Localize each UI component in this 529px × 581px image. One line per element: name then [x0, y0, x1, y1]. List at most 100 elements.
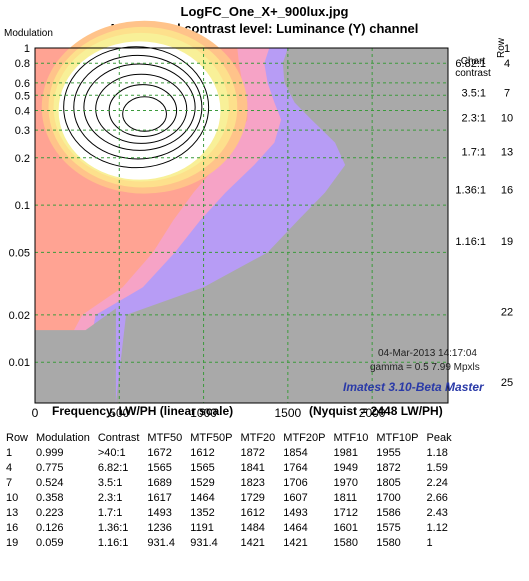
column-header: Row — [6, 431, 29, 444]
table-cell: 1 — [6, 446, 13, 459]
column-header: Modulation — [36, 431, 90, 444]
y-tick-label: 0.8 — [15, 58, 30, 70]
table-cell: 1612 — [240, 506, 265, 519]
table-cell: 1764 — [283, 461, 308, 474]
table-cell: 1236 — [147, 521, 172, 534]
row-tick-label: 4 — [504, 58, 510, 70]
column-header: Peak — [426, 431, 452, 444]
table-cell: 1586 — [376, 506, 401, 519]
contour-line — [122, 96, 167, 132]
table-cell: 1601 — [333, 521, 358, 534]
table-cell: 931.4 — [147, 536, 175, 549]
row-tick-label: 25 — [501, 377, 513, 389]
table-cell: 1575 — [376, 521, 401, 534]
row-tick-label: 13 — [501, 146, 513, 158]
column-header: MTF10P — [376, 431, 419, 444]
table-cell: 1700 — [376, 491, 401, 504]
table-cell: 1352 — [190, 506, 215, 519]
x-tick-label: 1000 — [190, 406, 217, 420]
y-tick-label: 0.3 — [15, 125, 30, 137]
table-cell: 1872 — [240, 446, 265, 459]
contour-line — [83, 63, 196, 151]
y-axis-label: Modulation — [4, 28, 53, 39]
table-cell: 1811 — [333, 491, 358, 504]
table-row: 10 0.358 2.3:1 1617 1464 1729 1607 1811 1700 2.66 — [2, 490, 456, 505]
y-tick-label: 0.6 — [15, 78, 30, 90]
nyquist-label: (Nyquist = 2448 LW/PH) — [309, 404, 443, 418]
table-cell: 1580 — [376, 536, 401, 549]
y-tick-label: 0.05 — [9, 247, 30, 259]
table-cell: 1805 — [376, 476, 401, 489]
contrast-tick-label: 2.3:1 — [462, 113, 486, 125]
x-tick-label: 500 — [109, 406, 129, 420]
column-header: Contrast — [97, 431, 140, 444]
table-cell: 1.12 — [426, 521, 448, 534]
table-cell: 19 — [6, 536, 19, 549]
contrast-tick-label: 3.5:1 — [462, 88, 486, 100]
contrast-tick-label: 6.82:1 — [455, 58, 486, 70]
chart-contrast-label: Chart contrast — [455, 56, 491, 79]
table-cell: 1493 — [283, 506, 308, 519]
table-cell: 2.24 — [426, 476, 448, 489]
table-cell: 1 — [426, 536, 433, 549]
table-row: 19 0.059 1.16:1 931.4 931.4 1421 1421 1580 1580 1 — [2, 535, 456, 550]
table-cell: 0.358 — [36, 491, 64, 504]
y-tick-label: 0.01 — [9, 357, 30, 369]
table-cell: 1841 — [240, 461, 265, 474]
contour-plot: 0 500 1000 1500 2000 1 0.8 0.60.5 0.4 0.3 0.2 0.1 0.… — [9, 20, 513, 420]
table-row: 4 0.775 6.82:1 1565 1565 1841 1764 1949 1872 1.59 — [2, 460, 456, 475]
table-cell: 1872 — [376, 461, 401, 474]
contrast-tick-label: 1.16:1 — [455, 236, 486, 248]
table-cell: 1.59 — [426, 461, 448, 474]
table-cell: 10 — [6, 491, 19, 504]
y-tick-label: 1 — [24, 43, 30, 55]
row-tick-label: 19 — [501, 236, 513, 248]
row-tick-label: 16 — [501, 184, 513, 196]
table-cell: 7 — [6, 476, 13, 489]
table-cell: >40:1 — [97, 446, 126, 459]
x-axis-label: Frequency, LW/PH (linear scale) — [52, 404, 234, 418]
table-row: 1 0.999 >40:1 1672 1612 1872 1854 1981 1955 1.18 — [2, 445, 456, 460]
table-cell: 1970 — [333, 476, 358, 489]
contour-line — [95, 73, 188, 144]
table-cell: 6.82:1 — [97, 461, 129, 474]
table-cell: 1729 — [240, 491, 265, 504]
table-cell: 1421 — [240, 536, 265, 549]
column-header: MTF20P — [283, 431, 326, 444]
table-cell: 931.4 — [190, 536, 218, 549]
table-body: 1 0.999 >40:1 1672 1612 1872 1854 1981 1955 1.18 4… — [2, 445, 456, 550]
column-header: MTF10 — [333, 431, 369, 444]
table-cell: 1706 — [283, 476, 308, 489]
table-cell: 1565 — [147, 461, 172, 474]
table-cell: 1191 — [190, 521, 214, 534]
table-cell: 1617 — [147, 491, 172, 504]
table-cell: 1464 — [283, 521, 308, 534]
table-cell: 0.775 — [36, 461, 64, 474]
contrast-tick-label: 1.36:1 — [455, 184, 486, 196]
table-cell: 1.7:1 — [97, 506, 123, 519]
table-cell: 1949 — [333, 461, 358, 474]
right-axis-label: Row — [496, 37, 507, 58]
table-header-row: Row Modulation Contrast MTF50 MTF50P MTF20 MTF… — [2, 430, 456, 445]
no-data-region — [35, 308, 116, 403]
column-header: MTF20 — [240, 431, 276, 444]
table-cell: 3.5:1 — [97, 476, 123, 489]
results-table: Row Modulation Contrast MTF50 MTF50P MTF20 MTF… — [2, 430, 456, 550]
table-cell: 13 — [6, 506, 19, 519]
table-cell: 0.059 — [36, 536, 64, 549]
x-tick-label: 2000 — [359, 406, 386, 420]
table-cell: 1493 — [147, 506, 172, 519]
table-row: 7 0.524 3.5:1 1689 1529 1823 1706 1970 1805 2.24 — [2, 475, 456, 490]
x-tick-label: 1500 — [275, 406, 302, 420]
table-cell: 2.66 — [426, 491, 448, 504]
y-tick-label: 0.02 — [9, 310, 30, 322]
table-cell: 1.18 — [426, 446, 448, 459]
table-cell: 16 — [6, 521, 19, 534]
table-cell: 1854 — [283, 446, 308, 459]
table-row: 16 0.126 1.36:1 1236 1191 1484 1464 1601 1575 1.1… — [2, 520, 456, 535]
table-cell: 1981 — [333, 446, 358, 459]
y-tick-label: 0.2 — [15, 153, 30, 165]
table-cell: 1.36:1 — [97, 521, 129, 534]
row-tick-label: 7 — [504, 88, 510, 100]
table-cell: 1672 — [147, 446, 172, 459]
